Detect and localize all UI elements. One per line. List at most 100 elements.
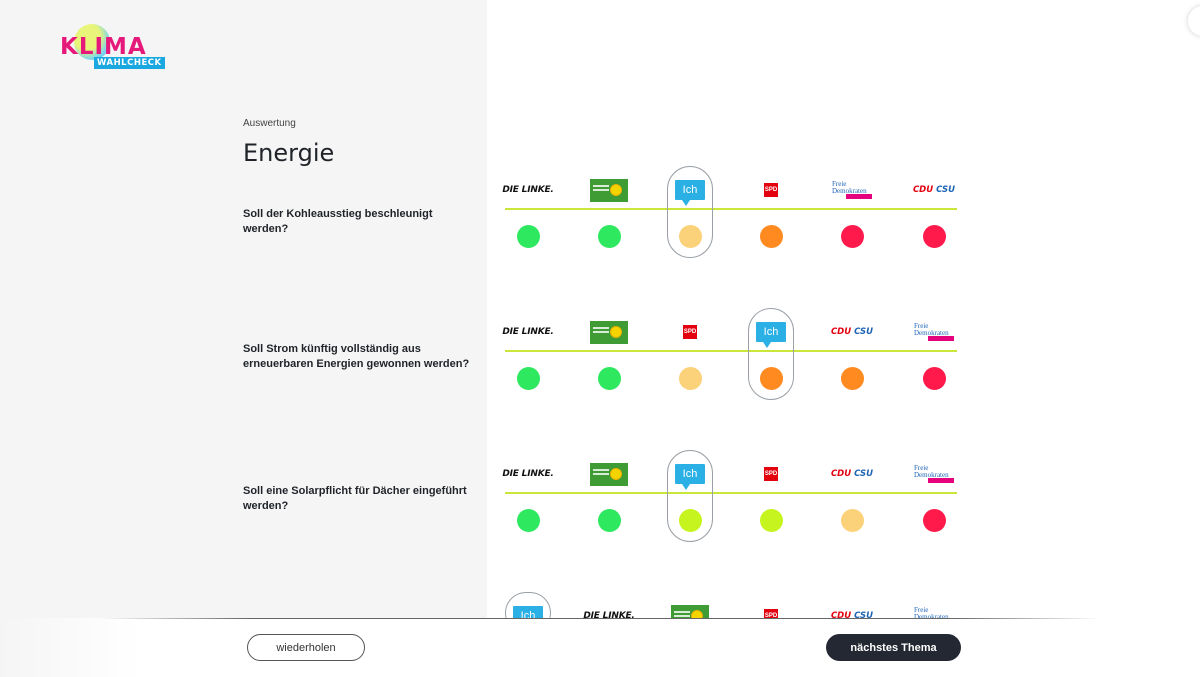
csu-wordmark: CSU: [854, 327, 874, 337]
answer-dot-linke: [516, 224, 540, 248]
section-label: Auswertung: [243, 118, 296, 129]
answer-dot-cdu: [922, 224, 946, 248]
answer-dot-gruene: [597, 224, 621, 248]
fdp-wordmark: Freie Demokraten: [914, 606, 949, 621]
party-slot-linke: DIE LINKE.: [583, 604, 634, 628]
ich-speech-bubble-icon: Ich: [756, 322, 786, 348]
cdu-csu-logo: CDU CSU: [831, 327, 873, 337]
party-slot-cdu: CDU CSU: [831, 320, 873, 344]
fdp-logo: Freie Demokraten: [914, 323, 954, 341]
party-slot-gruene: [589, 462, 629, 486]
party-slot-gruene: [589, 178, 629, 202]
csu-wordmark: CSU: [936, 185, 956, 195]
sunflower-icon: [610, 467, 622, 480]
ich-speech-bubble-icon: Ich: [675, 180, 705, 206]
sunflower-icon: [610, 325, 622, 338]
answer-scale-line: [505, 492, 957, 494]
footer-bar: [0, 618, 1200, 677]
spd-logo: SPD: [764, 467, 778, 481]
answer-scale-line: [505, 208, 957, 210]
cdu-wordmark: CDU: [830, 469, 852, 479]
logo-globe-icon: [74, 24, 110, 60]
gruene-logo: [590, 178, 628, 202]
fdp-wordmark: Freie Demokraten: [914, 464, 949, 479]
question-text: Soll eine Solarpflicht für Dächer eingef…: [243, 485, 467, 512]
fdp-wordmark: Freie Demokraten: [914, 322, 949, 337]
party-slot-linke: DIE LINKE.: [502, 178, 553, 202]
answer-dot-linke: [516, 508, 540, 532]
spd-logo: SPD: [764, 183, 778, 197]
party-slot-fdp: Freie Demokraten: [914, 462, 954, 486]
party-slot-cdu: CDU CSU: [913, 178, 955, 202]
cdu-wordmark: CDU: [912, 185, 934, 195]
die-linke-logo: DIE LINKE.: [502, 469, 554, 479]
sunflower-icon: [610, 183, 622, 196]
answer-scale-line: [505, 350, 957, 352]
answer-dot-fdp: [922, 508, 946, 532]
answer-dot-linke: [516, 366, 540, 390]
repeat-button[interactable]: wiederholen: [247, 634, 365, 661]
party-slot-ich: Ich: [670, 178, 710, 206]
cdu-csu-logo: CDU CSU: [831, 611, 873, 621]
answer-dot-fdp: [922, 366, 946, 390]
answer-dot-cdu: [840, 366, 864, 390]
spd-logo: SPD: [683, 325, 697, 339]
answer-dot-spd: [759, 224, 783, 248]
die-linke-logo: DIE LINKE.: [583, 611, 635, 621]
die-linke-logo: DIE LINKE.: [502, 327, 554, 337]
ich-highlight-ring: [666, 450, 713, 542]
fdp-wordmark: Freie Demokraten: [832, 180, 867, 195]
party-slot-ich: Ich: [751, 320, 791, 348]
party-slot-cdu: CDU CSU: [831, 604, 873, 628]
cdu-wordmark: CDU: [830, 327, 852, 337]
ich-highlight-ring: [747, 308, 794, 400]
gruene-logo: [590, 462, 628, 486]
party-slot-linke: DIE LINKE.: [502, 462, 553, 486]
fdp-bar: [928, 336, 954, 341]
answer-dot-spd: [678, 366, 702, 390]
party-slot-fdp: Freie Demokraten: [832, 178, 872, 202]
party-slot-spd: SPD: [751, 178, 791, 202]
gruene-wordmark: [593, 468, 609, 471]
party-slot-gruene: [589, 320, 629, 344]
question-text: Soll der Kohleausstieg beschleunigt werd…: [243, 208, 433, 235]
fdp-bar: [928, 478, 954, 483]
party-slot-cdu: CDU CSU: [831, 462, 873, 486]
csu-wordmark: CSU: [854, 611, 874, 621]
party-slot-ich: Ich: [670, 462, 710, 490]
fdp-logo: Freie Demokraten: [914, 465, 954, 483]
question-text: Soll Strom künftig vollständig aus erneu…: [243, 343, 470, 370]
footer-divider: [100, 618, 1100, 619]
party-slot-linke: DIE LINKE.: [502, 320, 553, 344]
cdu-csu-logo: CDU CSU: [913, 185, 955, 195]
left-panel: [0, 0, 487, 677]
gruene-logo: [590, 320, 628, 344]
answer-dot-ich: [678, 224, 702, 248]
ich-speech-bubble-icon: Ich: [675, 464, 705, 490]
page-title: Energie: [243, 139, 335, 167]
answer-dot-spd: [759, 508, 783, 532]
fdp-logo: Freie Demokraten: [832, 181, 872, 199]
fdp-bar: [846, 194, 872, 199]
cdu-wordmark: CDU: [830, 611, 852, 621]
klima-wahlcheck-logo[interactable]: KLIMA WAHLCHECK: [60, 22, 165, 72]
gruene-wordmark: [674, 610, 690, 613]
answer-dot-fdp: [840, 224, 864, 248]
answer-dot-ich: [678, 508, 702, 532]
party-slot-spd: SPD: [751, 462, 791, 486]
logo-sub: WAHLCHECK: [94, 57, 165, 69]
cdu-csu-logo: CDU CSU: [831, 469, 873, 479]
die-linke-logo: DIE LINKE.: [502, 185, 554, 195]
gruene-wordmark: [593, 184, 609, 187]
next-topic-button[interactable]: nächstes Thema: [826, 634, 961, 661]
party-slot-fdp: Freie Demokraten: [914, 320, 954, 344]
menu-button[interactable]: [1188, 6, 1200, 36]
answer-dot-ich: [759, 366, 783, 390]
csu-wordmark: CSU: [854, 469, 874, 479]
ich-highlight-ring: [666, 166, 713, 258]
logo-word: KLIMA: [60, 34, 147, 60]
answer-dot-gruene: [597, 508, 621, 532]
answer-dot-cdu: [840, 508, 864, 532]
party-slot-spd: SPD: [670, 320, 710, 344]
gruene-wordmark: [593, 326, 609, 329]
